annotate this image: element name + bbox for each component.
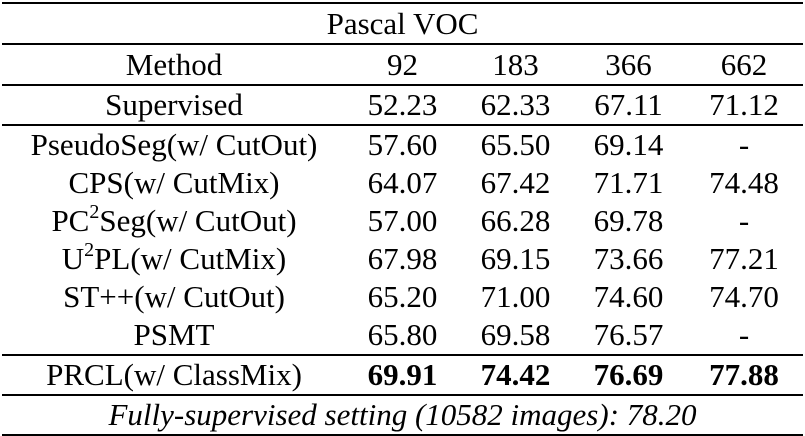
- method-name: CPS(w/ CutMix): [68, 165, 280, 200]
- best-value-cell: 76.69: [593, 357, 664, 392]
- value-cell: 66.28: [480, 203, 551, 238]
- value-cell: 67.42: [480, 165, 551, 200]
- value-cell: 77.21: [709, 241, 779, 276]
- value-cell: -: [738, 127, 750, 162]
- best-value-cell: 77.88: [709, 357, 779, 392]
- value-cell: 76.57: [593, 317, 664, 352]
- value-cell: 71.71: [593, 165, 664, 200]
- method-name: PseudoSeg(w/ CutOut): [30, 127, 318, 162]
- value-cell: 73.66: [593, 241, 664, 276]
- value-cell: 64.07: [367, 165, 438, 200]
- table-row: ST++(w/ CutOut) 65.20 71.00 74.60 74.70: [2, 278, 803, 316]
- superscript: 2: [84, 238, 95, 261]
- fully-supervised-note: Fully-supervised setting (10582 images):…: [108, 397, 697, 432]
- table-row: PseudoSeg(w/ CutOut) 57.60 65.50 69.14 -: [2, 125, 803, 164]
- value-cell: 57.00: [367, 203, 438, 238]
- method-cell: CPS(w/ CutMix): [2, 164, 346, 202]
- method-cell: ST++(w/ CutOut): [2, 278, 346, 316]
- value-cell: -: [738, 317, 750, 352]
- method-cell: PSMT: [2, 316, 346, 355]
- value-cell: 62.33: [480, 87, 551, 122]
- value-cell: 52.23: [367, 87, 438, 122]
- method-header: Method: [125, 46, 223, 82]
- value-cell: 69.15: [480, 241, 551, 276]
- value-cell: 65.50: [480, 127, 551, 162]
- superscript: 2: [89, 200, 100, 223]
- method-cell: PseudoSeg(w/ CutOut): [2, 125, 346, 164]
- method-cell: PC2Seg(w/ CutOut): [2, 202, 346, 240]
- value-cell: 67.98: [367, 241, 438, 276]
- method-cell: PRCL(w/ ClassMix): [46, 357, 302, 392]
- split-header: 183: [492, 46, 539, 82]
- value-cell: -: [738, 203, 750, 238]
- value-cell: 71.12: [709, 87, 779, 122]
- baseline-row: Supervised 52.23 62.33 67.11 71.12: [2, 85, 803, 125]
- value-cell: 67.11: [594, 87, 663, 122]
- method-name: U: [61, 241, 85, 276]
- table-row: PC2Seg(w/ CutOut) 57.00 66.28 69.78 -: [2, 202, 803, 240]
- value-cell: 65.20: [367, 279, 438, 314]
- method-cell: Supervised: [105, 87, 243, 122]
- value-cell: 71.00: [480, 279, 551, 314]
- ours-row: PRCL(w/ ClassMix) 69.91 74.42 76.69 77.8…: [2, 355, 803, 395]
- split-header: 662: [720, 46, 768, 82]
- value-cell: 69.78: [593, 203, 664, 238]
- value-cell: 69.14: [593, 127, 664, 162]
- table-row: PSMT 65.80 69.58 76.57 -: [2, 316, 803, 355]
- method-name: ST++(w/ CutOut): [63, 279, 285, 314]
- method-name: PC: [51, 203, 90, 238]
- value-cell: 69.58: [480, 317, 551, 352]
- dataset-title-row: Pascal VOC: [2, 3, 803, 44]
- value-cell: 74.60: [593, 279, 664, 314]
- split-header: 92: [387, 46, 418, 82]
- table-row: CPS(w/ CutMix) 64.07 67.42 71.71 74.48: [2, 164, 803, 202]
- method-name-suffix: PL(w/ CutMix): [94, 241, 287, 276]
- best-value-cell: 69.91: [367, 357, 438, 392]
- header-row: Method 92 183 366 662: [2, 44, 803, 85]
- method-name: PSMT: [133, 317, 215, 352]
- method-cell: U2PL(w/ CutMix): [2, 240, 346, 278]
- method-name-suffix: Seg(w/ CutOut): [99, 203, 297, 238]
- value-cell: 74.70: [709, 279, 779, 314]
- value-cell: 65.80: [367, 317, 438, 352]
- footer-row: Fully-supervised setting (10582 images):…: [2, 395, 803, 435]
- table-row: U2PL(w/ CutMix) 67.98 69.15 73.66 77.21: [2, 240, 803, 278]
- split-header: 366: [605, 46, 652, 82]
- dataset-title: Pascal VOC: [326, 5, 479, 41]
- value-cell: 74.48: [709, 165, 779, 200]
- value-cell: 57.60: [367, 127, 438, 162]
- best-value-cell: 74.42: [480, 357, 551, 392]
